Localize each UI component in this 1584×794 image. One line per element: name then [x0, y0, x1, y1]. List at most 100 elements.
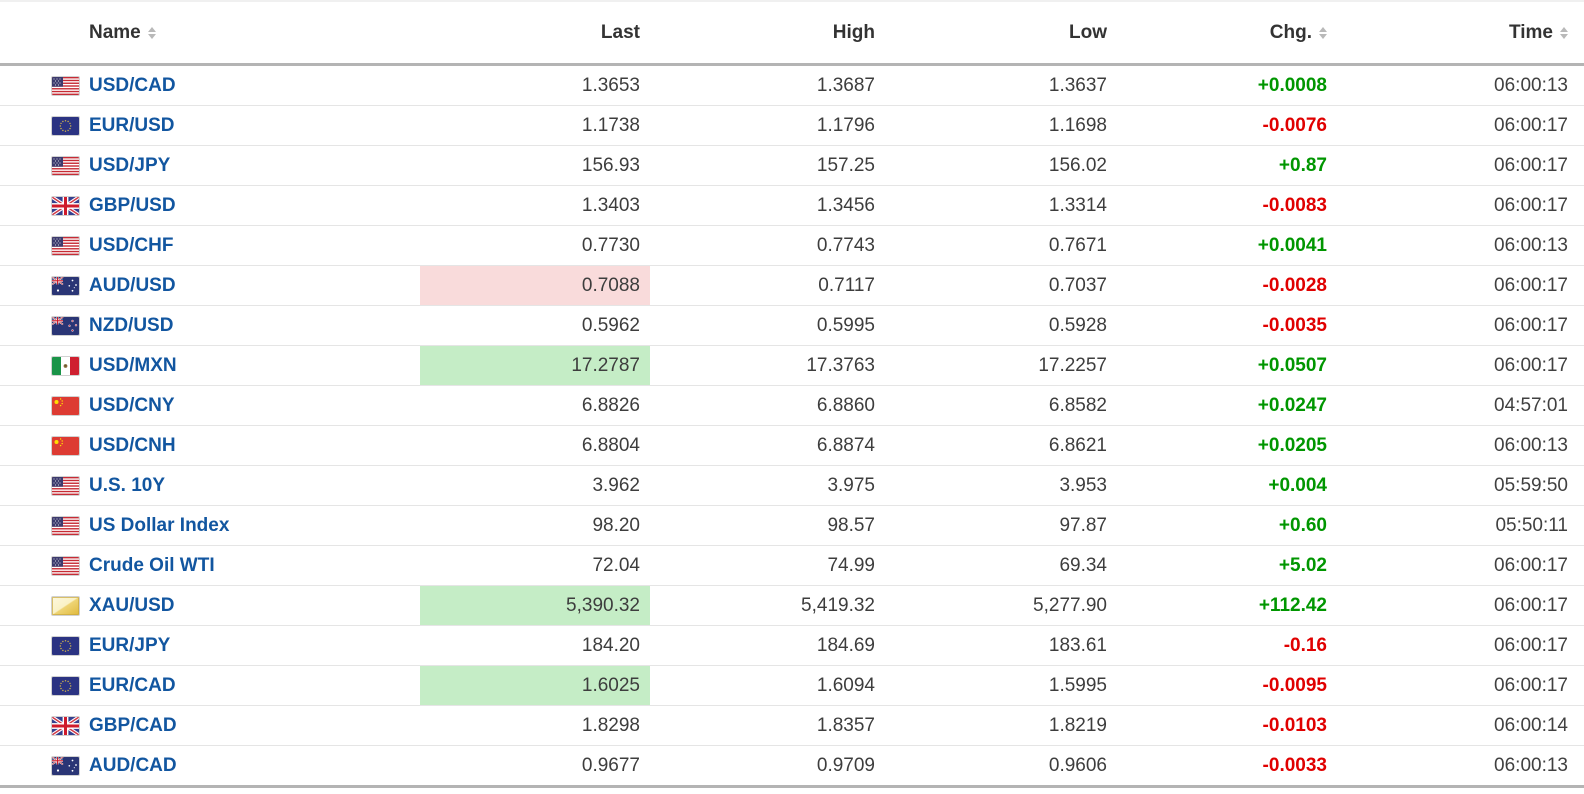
time-cell: 06:00:13	[1341, 425, 1584, 466]
us-flag-icon	[52, 236, 79, 255]
column-header-low-label: Low	[1069, 21, 1107, 43]
low-cell: 156.02	[886, 145, 1118, 186]
chg-cell: +0.0507	[1118, 345, 1341, 386]
name-cell: USD/CNY	[0, 385, 420, 426]
name-cell: USD/JPY	[0, 145, 420, 186]
table-row: USD/JPY 156.93 157.25 156.02 +0.87 06:00…	[0, 145, 1584, 186]
high-cell: 1.6094	[650, 665, 886, 706]
time-cell: 06:00:17	[1341, 585, 1584, 626]
quotes-table-body: USD/CAD 1.3653 1.3687 1.3637 +0.0008 06:…	[0, 64, 1584, 788]
time-cell: 06:00:17	[1341, 345, 1584, 386]
low-cell: 97.87	[886, 505, 1118, 546]
instrument-link[interactable]: USD/CNY	[89, 394, 175, 416]
last-cell: 5,390.32	[420, 585, 650, 626]
gold-bar-icon	[52, 596, 79, 615]
table-row: NZD/USD 0.5962 0.5995 0.5928 -0.0035 06:…	[0, 305, 1584, 346]
uk-flag-icon	[52, 716, 79, 735]
time-cell: 04:57:01	[1341, 385, 1584, 426]
high-cell: 0.7743	[650, 225, 886, 266]
name-cell: GBP/USD	[0, 185, 420, 226]
instrument-link[interactable]: US Dollar Index	[89, 514, 230, 536]
instrument-link[interactable]: Crude Oil WTI	[89, 554, 215, 576]
high-cell: 157.25	[650, 145, 886, 186]
us-flag-icon	[52, 76, 79, 95]
table-row: USD/MXN 17.2787 17.3763 17.2257 +0.0507 …	[0, 345, 1584, 386]
high-cell: 17.3763	[650, 345, 886, 386]
name-cell: AUD/CAD	[0, 745, 420, 788]
instrument-link[interactable]: GBP/CAD	[89, 714, 177, 736]
instrument-link[interactable]: EUR/CAD	[89, 674, 176, 696]
high-cell: 0.9709	[650, 745, 886, 788]
au-flag-icon	[52, 756, 79, 775]
column-header-chg[interactable]: Chg.	[1118, 1, 1341, 66]
low-cell: 1.1698	[886, 105, 1118, 146]
sort-icon[interactable]	[1560, 26, 1568, 39]
last-cell: 6.8804	[420, 425, 650, 466]
instrument-link[interactable]: XAU/USD	[89, 594, 175, 616]
instrument-link[interactable]: U.S. 10Y	[89, 474, 166, 496]
instrument-link[interactable]: NZD/USD	[89, 314, 174, 336]
low-cell: 69.34	[886, 545, 1118, 586]
column-header-high: High	[650, 1, 886, 66]
column-header-time[interactable]: Time	[1341, 1, 1584, 66]
table-row: AUD/CAD 0.9677 0.9709 0.9606 -0.0033 06:…	[0, 745, 1584, 788]
name-cell: EUR/USD	[0, 105, 420, 146]
table-row: EUR/JPY 184.20 184.69 183.61 -0.16 06:00…	[0, 625, 1584, 666]
low-cell: 3.953	[886, 465, 1118, 506]
name-cell: AUD/USD	[0, 265, 420, 306]
last-cell: 17.2787	[420, 345, 650, 386]
chg-cell: +0.0205	[1118, 425, 1341, 466]
table-row: XAU/USD 5,390.32 5,419.32 5,277.90 +112.…	[0, 585, 1584, 626]
instrument-link[interactable]: AUD/CAD	[89, 754, 177, 776]
last-cell: 1.3403	[420, 185, 650, 226]
instrument-link[interactable]: USD/JPY	[89, 154, 171, 176]
low-cell: 0.9606	[886, 745, 1118, 788]
last-cell: 0.5962	[420, 305, 650, 346]
cn-flag-icon	[52, 436, 79, 455]
high-cell: 0.7117	[650, 265, 886, 306]
chg-cell: -0.0095	[1118, 665, 1341, 706]
high-cell: 184.69	[650, 625, 886, 666]
high-cell: 74.99	[650, 545, 886, 586]
last-cell: 0.7730	[420, 225, 650, 266]
low-cell: 1.3637	[886, 64, 1118, 106]
time-cell: 05:59:50	[1341, 465, 1584, 506]
low-cell: 183.61	[886, 625, 1118, 666]
instrument-link[interactable]: USD/CNH	[89, 434, 176, 456]
chg-cell: -0.0035	[1118, 305, 1341, 346]
time-cell: 06:00:13	[1341, 225, 1584, 266]
chg-cell: -0.16	[1118, 625, 1341, 666]
last-cell: 1.1738	[420, 105, 650, 146]
instrument-link[interactable]: USD/CAD	[89, 74, 176, 96]
instrument-link[interactable]: USD/CHF	[89, 234, 174, 256]
us-flag-icon	[52, 556, 79, 575]
high-cell: 6.8874	[650, 425, 886, 466]
chg-cell: +112.42	[1118, 585, 1341, 626]
quotes-table-header: Name Last High Low Chg. Time	[0, 1, 1584, 66]
low-cell: 1.5995	[886, 665, 1118, 706]
last-cell: 1.3653	[420, 64, 650, 106]
name-cell: U.S. 10Y	[0, 465, 420, 506]
table-row: USD/CHF 0.7730 0.7743 0.7671 +0.0041 06:…	[0, 225, 1584, 266]
chg-cell: +0.0008	[1118, 64, 1341, 106]
column-header-last-label: Last	[600, 21, 640, 43]
high-cell: 6.8860	[650, 385, 886, 426]
sort-icon[interactable]	[1319, 26, 1327, 39]
column-header-name-label: Name	[89, 21, 141, 43]
nz-flag-icon	[52, 316, 79, 335]
chg-cell: -0.0083	[1118, 185, 1341, 226]
column-header-low: Low	[886, 1, 1118, 66]
instrument-link[interactable]: AUD/USD	[89, 274, 176, 296]
column-header-name[interactable]: Name	[0, 1, 420, 66]
instrument-link[interactable]: GBP/USD	[89, 194, 176, 216]
last-cell: 1.6025	[420, 665, 650, 706]
low-cell: 0.7671	[886, 225, 1118, 266]
instrument-link[interactable]: EUR/JPY	[89, 634, 171, 656]
name-cell: XAU/USD	[0, 585, 420, 626]
instrument-link[interactable]: EUR/USD	[89, 114, 175, 136]
table-row: U.S. 10Y 3.962 3.975 3.953 +0.004 05:59:…	[0, 465, 1584, 506]
instrument-link[interactable]: USD/MXN	[89, 354, 177, 376]
sort-icon[interactable]	[147, 26, 156, 39]
table-row: EUR/USD 1.1738 1.1796 1.1698 -0.0076 06:…	[0, 105, 1584, 146]
